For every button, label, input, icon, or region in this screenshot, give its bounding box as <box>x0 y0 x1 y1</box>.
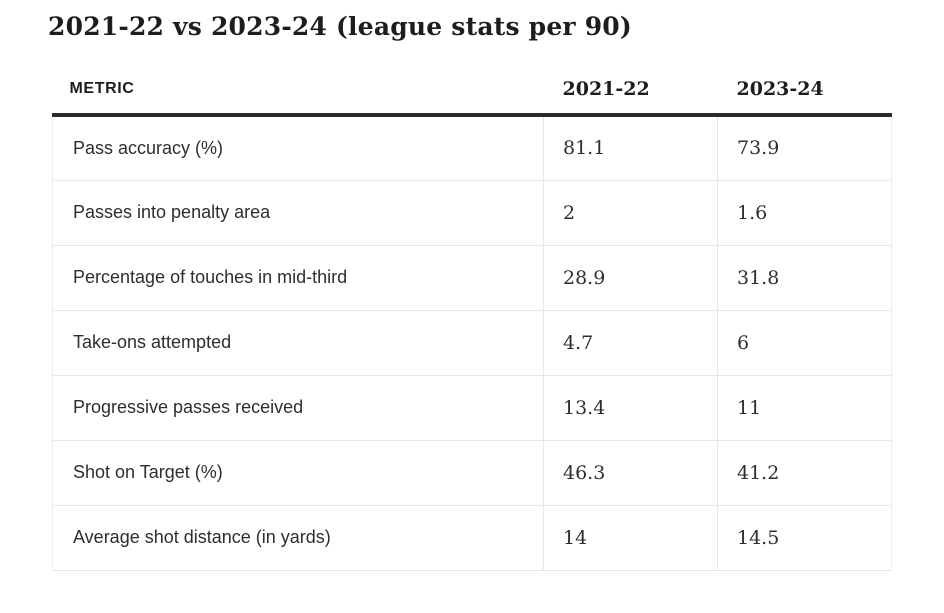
value-cell-2023-24: 73.9 <box>717 115 892 181</box>
metric-cell: Percentage of touches in mid-third <box>52 245 544 311</box>
value-cell-2023-24: 6 <box>717 310 892 376</box>
metric-cell: Average shot distance (in yards) <box>52 505 544 571</box>
table-row: Pass accuracy (%) 81.1 73.9 <box>52 115 892 181</box>
table-row: Take-ons attempted 4.7 6 <box>52 310 892 376</box>
value-cell-2021-22: 4.7 <box>543 310 718 376</box>
column-header-2023-24: 2023-24 <box>717 65 892 117</box>
metric-cell: Take-ons attempted <box>52 310 544 376</box>
table-row: Percentage of touches in mid-third 28.9 … <box>52 245 892 311</box>
page-title: 2021-22 vs 2023-24 (league stats per 90) <box>48 12 632 41</box>
article-table-section: 2021-22 vs 2023-24 (league stats per 90)… <box>48 12 892 571</box>
table-row: Average shot distance (in yards) 14 14.5 <box>52 505 892 571</box>
value-cell-2021-22: 2 <box>543 180 718 246</box>
table-row: Shot on Target (%) 46.3 41.2 <box>52 440 892 506</box>
value-cell-2023-24: 14.5 <box>717 505 892 571</box>
value-cell-2023-24: 41.2 <box>717 440 892 506</box>
value-cell-2023-24: 31.8 <box>717 245 892 311</box>
column-header-2021-22: 2021-22 <box>543 65 718 117</box>
metric-cell: Pass accuracy (%) <box>52 115 544 181</box>
metric-cell: Progressive passes received <box>52 375 544 441</box>
value-cell-2023-24: 11 <box>717 375 892 441</box>
value-cell-2023-24: 1.6 <box>717 180 892 246</box>
column-header-metric: METRIC <box>52 65 544 117</box>
value-cell-2021-22: 81.1 <box>543 115 718 181</box>
value-cell-2021-22: 13.4 <box>543 375 718 441</box>
table-row: Passes into penalty area 2 1.6 <box>52 180 892 246</box>
table-row: Progressive passes received 13.4 11 <box>52 375 892 441</box>
value-cell-2021-22: 14 <box>543 505 718 571</box>
value-cell-2021-22: 28.9 <box>543 245 718 311</box>
stats-table: METRIC 2021-22 2023-24 Pass accuracy (%)… <box>52 65 892 571</box>
metric-cell: Shot on Target (%) <box>52 440 544 506</box>
value-cell-2021-22: 46.3 <box>543 440 718 506</box>
table-header-row: METRIC 2021-22 2023-24 <box>52 65 892 117</box>
metric-cell: Passes into penalty area <box>52 180 544 246</box>
